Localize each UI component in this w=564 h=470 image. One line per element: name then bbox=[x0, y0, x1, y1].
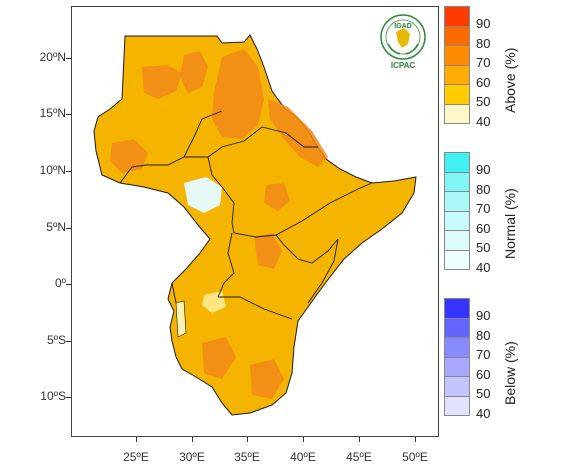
lat-tickmark bbox=[66, 228, 71, 229]
legend-normal-value: 60 bbox=[476, 220, 491, 236]
lat-tick-label: 10ºS bbox=[40, 389, 66, 403]
legend-below: 90 80 70 60 50 40 Below (%) bbox=[444, 298, 554, 436]
high-prob-patch-north bbox=[142, 65, 182, 99]
igad-icpac-logo: IGAD ICPAC bbox=[378, 12, 428, 72]
near-normal-patch bbox=[184, 177, 222, 213]
legend-below-title: Below (%) bbox=[502, 341, 518, 405]
lat-tick-label: 15ºN bbox=[39, 106, 66, 120]
legend-above-value: 70 bbox=[476, 55, 491, 70]
legend-above-value: 50 bbox=[476, 94, 491, 109]
legend-below-value: 90 bbox=[476, 308, 491, 323]
lake-tanganyika bbox=[175, 300, 187, 338]
lat-tick-label: 20ºN bbox=[39, 50, 66, 64]
legend-below-value: 50 bbox=[476, 386, 491, 401]
lat-tick-label: 10ºN bbox=[39, 163, 66, 177]
legend-normal-swatch bbox=[444, 230, 470, 251]
high-prob-patch-kenya bbox=[254, 233, 282, 269]
legend-above-value: 40 bbox=[476, 113, 491, 129]
legend-normal-value: 70 bbox=[476, 201, 491, 216]
lon-tick-label: 35ºE bbox=[234, 450, 260, 464]
lon-tick-label: 25ºE bbox=[123, 450, 149, 464]
legend-below-swatch bbox=[444, 317, 470, 338]
legend-below-swatch bbox=[444, 395, 470, 416]
legend-above: 90 80 70 60 50 40 Above (%) bbox=[444, 6, 554, 144]
legend-above-swatch bbox=[444, 64, 470, 85]
lat-tickmark bbox=[66, 171, 71, 172]
high-prob-patch-south bbox=[250, 359, 284, 399]
lon-tick-label: 50ºE bbox=[402, 450, 428, 464]
lat-tickmark bbox=[66, 397, 71, 398]
legend-normal: 90 80 70 60 50 40 Normal (%) bbox=[444, 152, 554, 290]
lon-tick-label: 40ºE bbox=[290, 450, 316, 464]
high-prob-patch-tanzania bbox=[202, 337, 236, 379]
high-prob-patch-west bbox=[110, 139, 148, 173]
high-prob-patch-north-2 bbox=[180, 51, 208, 93]
igad-logo-icon bbox=[380, 14, 426, 60]
legend-normal-swatch bbox=[444, 210, 470, 231]
legend-above-swatch bbox=[444, 103, 470, 124]
lat-tickmark bbox=[66, 341, 71, 342]
high-prob-patch-ethiopia bbox=[264, 183, 290, 211]
legend-normal-value: 80 bbox=[476, 181, 491, 197]
lon-tickmark bbox=[136, 437, 137, 442]
logo-top-text: IGAD bbox=[394, 23, 412, 30]
lat-tick-label: 0º bbox=[54, 276, 66, 290]
lon-tickmark bbox=[247, 437, 248, 442]
lon-tickmark bbox=[303, 437, 304, 442]
lon-tick-label: 45ºE bbox=[346, 450, 372, 464]
legend-normal-swatch bbox=[444, 152, 470, 173]
legend-below-swatch bbox=[444, 356, 470, 377]
lat-tick-label: 5ºN bbox=[46, 220, 66, 234]
legend-above-swatch bbox=[444, 45, 470, 66]
legend-below-swatch bbox=[444, 298, 470, 319]
legend-above-value: 90 bbox=[476, 16, 491, 31]
lat-tickmark bbox=[66, 284, 71, 285]
lon-tick-label: 30ºE bbox=[179, 450, 205, 464]
legend-above-value: 80 bbox=[476, 35, 491, 51]
legend-above-swatch bbox=[444, 25, 470, 46]
lon-tickmark bbox=[192, 437, 193, 442]
legend-below-value: 40 bbox=[476, 405, 491, 421]
lon-tickmark bbox=[415, 437, 416, 442]
logo-bottom-text: ICPAC bbox=[390, 61, 416, 70]
lat-tickmark bbox=[66, 114, 71, 115]
legend-below-swatch bbox=[444, 337, 470, 358]
legend-above-title: Above (%) bbox=[502, 47, 518, 113]
legend-below-value: 70 bbox=[476, 347, 491, 362]
legend-above-swatch bbox=[444, 84, 470, 105]
legend-below-value: 60 bbox=[476, 366, 491, 382]
legend-below-value: 80 bbox=[476, 327, 491, 343]
legend-normal-swatch bbox=[444, 249, 470, 270]
lake-victoria bbox=[202, 291, 226, 313]
legend-normal-value: 40 bbox=[476, 259, 491, 275]
legend-normal-value: 90 bbox=[476, 162, 491, 177]
high-prob-patch-eritrea bbox=[268, 99, 328, 167]
legend-normal-swatch bbox=[444, 171, 470, 192]
lat-tick-label: 5ºS bbox=[46, 333, 66, 347]
legend-normal-title: Normal (%) bbox=[502, 188, 518, 259]
legend-normal-swatch bbox=[444, 191, 470, 212]
legend-below-swatch bbox=[444, 376, 470, 397]
legend-above-value: 60 bbox=[476, 74, 491, 90]
country-borders bbox=[119, 110, 373, 320]
legend-normal-value: 50 bbox=[476, 240, 491, 255]
forecast-map bbox=[71, 6, 439, 437]
lon-tickmark bbox=[359, 437, 360, 442]
legend-above-swatch bbox=[444, 6, 470, 27]
high-prob-patch-sudan bbox=[212, 49, 264, 139]
lat-tickmark bbox=[66, 58, 71, 59]
map-canvas bbox=[93, 34, 417, 416]
